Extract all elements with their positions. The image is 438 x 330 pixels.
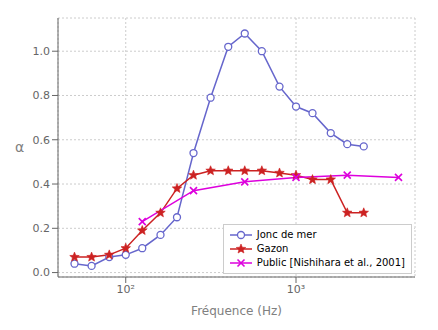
html-text:Jonc de mer: Jonc de mer — [256, 229, 317, 240]
svg-text:10²: 10² — [117, 283, 135, 296]
svg-text:0.4: 0.4 — [33, 178, 51, 191]
svg-text:0.2: 0.2 — [33, 222, 51, 235]
html-text:Public [Nishihara et al., 2001: Public [Nishihara et al., 2001] — [256, 257, 405, 268]
svg-text:α: α — [15, 139, 24, 155]
svg-text:1.0: 1.0 — [33, 45, 51, 58]
svg-text:0.8: 0.8 — [33, 89, 51, 102]
svg-text:0.6: 0.6 — [33, 134, 51, 147]
svg-text:10³: 10³ — [287, 283, 305, 296]
html-text:Gazon: Gazon — [256, 243, 289, 254]
svg-text:0.0: 0.0 — [33, 266, 51, 279]
svg-text:Fréquence (Hz): Fréquence (Hz) — [191, 304, 282, 318]
